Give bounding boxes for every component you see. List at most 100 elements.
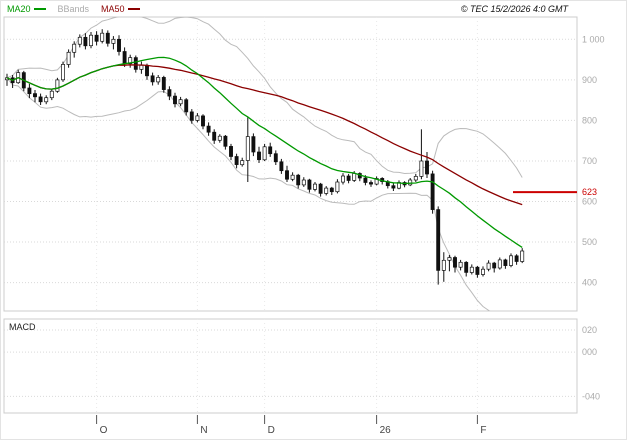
- legend-item-bbands: BBands: [58, 4, 90, 14]
- chart-legend: MA20 BBands MA50: [7, 4, 140, 14]
- candle-body: [61, 64, 65, 81]
- candle-body: [94, 34, 99, 42]
- candle-body: [447, 257, 452, 261]
- candle-body: [374, 178, 379, 185]
- candle-body: [189, 111, 194, 121]
- macd-axis-label: 000: [582, 347, 597, 357]
- candle-body: [285, 170, 289, 180]
- legend-bbands-label: BBands: [57, 4, 90, 14]
- candle-body: [268, 146, 273, 155]
- candle-body: [217, 135, 222, 141]
- price-axis-label: 600: [582, 197, 597, 207]
- candlestick-series: [5, 29, 525, 285]
- candle-body: [240, 160, 245, 166]
- candle-body: [514, 255, 519, 262]
- candle-body: [111, 38, 116, 44]
- month-axis: O N D 26 F: [96, 17, 487, 436]
- candle-body: [167, 89, 172, 97]
- candle-body: [257, 151, 261, 161]
- candle-body: [341, 175, 345, 183]
- candle-body: [335, 181, 340, 193]
- candle-body: [173, 95, 177, 105]
- legend-ma50-label: MA50: [101, 4, 125, 14]
- candle-body: [453, 257, 457, 268]
- candle-body: [145, 64, 149, 77]
- candle-body: [178, 99, 183, 105]
- candle-body: [156, 77, 161, 83]
- candle-body: [184, 99, 189, 113]
- macd-panel: 020 000 -040: [4, 325, 600, 401]
- legend-item-ma20: MA20: [7, 4, 46, 14]
- candle-body: [195, 115, 200, 121]
- candle-body: [408, 179, 413, 186]
- candle-body: [425, 160, 429, 175]
- candle-body: [251, 136, 256, 153]
- legend-ma20-label: MA20: [7, 4, 31, 14]
- macd-axis-label: -040: [582, 391, 600, 401]
- month-label: O: [100, 425, 108, 436]
- candle-body: [262, 146, 267, 161]
- candle-body: [419, 160, 424, 177]
- candle-body: [245, 136, 250, 161]
- candle-body: [290, 174, 295, 180]
- candle-body: [122, 51, 127, 65]
- candle-body: [279, 161, 284, 172]
- price-axis-label: 800: [582, 115, 597, 125]
- candle-body: [55, 79, 60, 92]
- bollinger-lower-band: [6, 77, 491, 311]
- candle-body: [475, 266, 480, 275]
- candle-body: [352, 173, 357, 181]
- candle-body: [481, 268, 485, 275]
- candle-body: [413, 176, 418, 181]
- candle-body: [492, 262, 497, 269]
- price-level-label: 623: [582, 187, 597, 197]
- candle-body: [89, 34, 93, 47]
- macd-panel-label: MACD: [9, 322, 36, 332]
- candle-body: [329, 187, 334, 193]
- price-axis-label: 900: [582, 75, 597, 85]
- candle-body: [430, 173, 435, 210]
- candle-body: [313, 183, 317, 190]
- candle-body: [139, 64, 144, 70]
- candle-body: [223, 135, 228, 147]
- candle-body: [150, 75, 155, 83]
- price-axis-label: 700: [582, 156, 597, 166]
- candle-body: [234, 156, 239, 165]
- candle-body: [469, 266, 474, 273]
- candle-body: [133, 57, 138, 70]
- price-axis-label: 1 000: [582, 34, 605, 44]
- candle-body: [301, 179, 306, 186]
- candle-body: [66, 51, 71, 65]
- ma20-line: [6, 56, 523, 248]
- candle-body: [201, 115, 205, 127]
- candle-body: [33, 93, 37, 98]
- panel-frames: [3, 16, 578, 414]
- candle-body: [324, 187, 329, 194]
- candle-body: [72, 43, 77, 53]
- candle-body: [229, 146, 233, 157]
- candle-body: [318, 183, 323, 194]
- month-label: F: [480, 425, 486, 436]
- candle-body: [38, 96, 43, 103]
- candle-body: [391, 185, 396, 189]
- month-label: N: [200, 425, 207, 436]
- macd-axis-label: 020: [582, 325, 597, 335]
- candle-body: [346, 175, 351, 181]
- month-label: 26: [380, 425, 392, 436]
- candle-body: [27, 87, 32, 95]
- candle-body: [441, 259, 446, 271]
- candle-body: [464, 261, 469, 273]
- legend-item-ma50: MA50: [101, 4, 140, 14]
- candle-body: [105, 32, 110, 44]
- ma50-line-swatch-icon: [127, 8, 140, 10]
- candle-body: [212, 131, 217, 141]
- candle-body: [486, 262, 491, 270]
- candle-body: [458, 261, 463, 268]
- candle-body: [83, 36, 88, 47]
- candle-body: [161, 77, 166, 90]
- candle-body: [77, 36, 82, 45]
- price-axis-label: 400: [582, 278, 597, 288]
- month-label: D: [268, 425, 275, 436]
